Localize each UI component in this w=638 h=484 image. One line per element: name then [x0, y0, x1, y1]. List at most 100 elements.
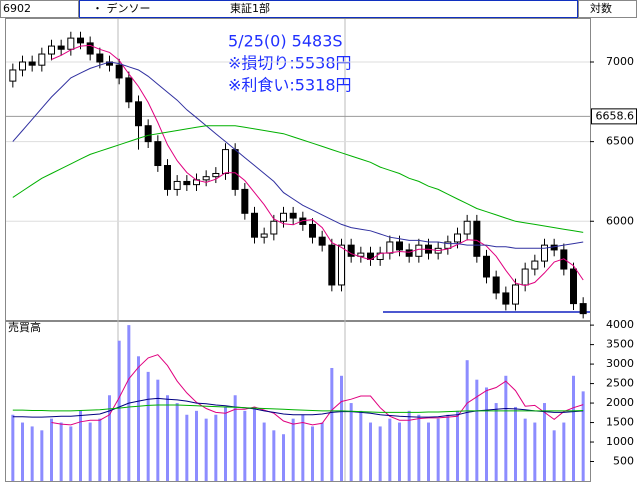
candle-body [318, 236, 326, 246]
annotation: ※損切り:5538円 [228, 54, 352, 73]
candle-body [502, 292, 510, 305]
candle-body [86, 42, 94, 55]
volume-bar [117, 340, 121, 481]
stock-code: 6902 [3, 2, 31, 15]
volume-bar [369, 422, 372, 481]
candle-body [376, 252, 384, 260]
volume-bar [40, 430, 44, 481]
volume-bar [175, 403, 179, 481]
candle-body [231, 149, 239, 190]
volume-bar [533, 422, 537, 481]
candle-body [57, 45, 65, 50]
volume-bar [50, 418, 53, 481]
moving-average [12, 125, 584, 233]
candle-body [96, 53, 104, 63]
stock-name: ・ デンソー [92, 1, 151, 15]
y-tick-label: 2000 [606, 396, 634, 409]
scale-mode: 対数 [590, 1, 612, 15]
candle-body [415, 244, 423, 257]
volume-bar [272, 430, 276, 481]
volume-bar [436, 418, 440, 481]
volume-bar [504, 375, 508, 481]
candle-body [48, 45, 55, 55]
candle-body [241, 188, 249, 214]
moving-average [51, 44, 584, 287]
volume-average [12, 404, 584, 413]
y-tick-label: 6500 [606, 135, 634, 148]
candle-body [444, 241, 452, 249]
candle-body [357, 252, 365, 257]
candle-body [270, 220, 278, 235]
candle-body [67, 37, 75, 50]
candle-body [154, 141, 162, 167]
volume-bar [108, 395, 111, 481]
volume-bar [378, 426, 382, 481]
volume-bar [30, 426, 34, 481]
y-tick-label: 6000 [606, 214, 634, 227]
y-tick-label: 500 [613, 455, 634, 468]
volume-bar [233, 395, 237, 481]
volume-bar [301, 414, 305, 481]
header-cell [0, 0, 79, 18]
volume-bar [311, 426, 314, 481]
volume-bar [407, 410, 411, 481]
volume-bar [204, 418, 208, 481]
candle-body [483, 255, 490, 278]
volume-bar [349, 403, 353, 481]
volume-bar [562, 422, 566, 481]
volume-label: 売買高 [8, 320, 41, 334]
annotation: ※利食い:5318円 [228, 76, 352, 95]
volume-bar [475, 379, 479, 481]
volume-bar [243, 410, 247, 481]
volume-bar [195, 410, 198, 481]
volume-bar [456, 410, 459, 481]
volume-panel [5, 321, 591, 482]
price-marker-box [591, 108, 637, 125]
candle-body [347, 244, 355, 257]
volume-bar [156, 379, 160, 481]
candle-body [164, 165, 171, 190]
volume-bar [417, 414, 421, 481]
y-tick-label: 3500 [606, 338, 634, 351]
candle-body [144, 125, 152, 143]
y-tick-label: 2500 [606, 377, 634, 390]
volume-average [12, 397, 584, 418]
volume-bar [446, 414, 450, 481]
candle-body [454, 233, 461, 243]
candle-body [28, 61, 36, 66]
candle-body [125, 77, 133, 103]
candle-body [19, 61, 26, 71]
y-tick-label: 4000 [606, 318, 634, 331]
candle-body [38, 53, 46, 66]
y-tick-label: 7000 [606, 55, 634, 68]
volume-bar [291, 418, 295, 481]
candle-body [531, 260, 539, 270]
candle-body [251, 212, 258, 238]
moving-average [12, 61, 584, 249]
volume-bar [185, 414, 189, 481]
candle-body [77, 37, 84, 44]
header-cell [578, 0, 637, 18]
candle-body [173, 180, 181, 190]
candle-body [463, 220, 471, 235]
y-tick-label: 3000 [606, 357, 634, 370]
volume-bar [330, 367, 334, 481]
candle-body [212, 172, 220, 178]
volume-bar [253, 406, 256, 481]
volume-bar [494, 403, 498, 481]
volume-bar [11, 414, 15, 481]
volume-bar [514, 406, 517, 481]
candle-body [115, 64, 123, 79]
volume-bar [552, 430, 556, 481]
volume-bar [388, 418, 392, 481]
volume-bar [79, 410, 82, 481]
market: 東証1部 [230, 1, 270, 15]
candle-body [289, 212, 297, 219]
y-tick-label: 1500 [606, 416, 634, 429]
volume-bar [262, 422, 266, 481]
header-cell [79, 0, 578, 18]
volume-bar [523, 418, 527, 481]
price-panel [5, 18, 591, 321]
candle-body [309, 223, 316, 238]
